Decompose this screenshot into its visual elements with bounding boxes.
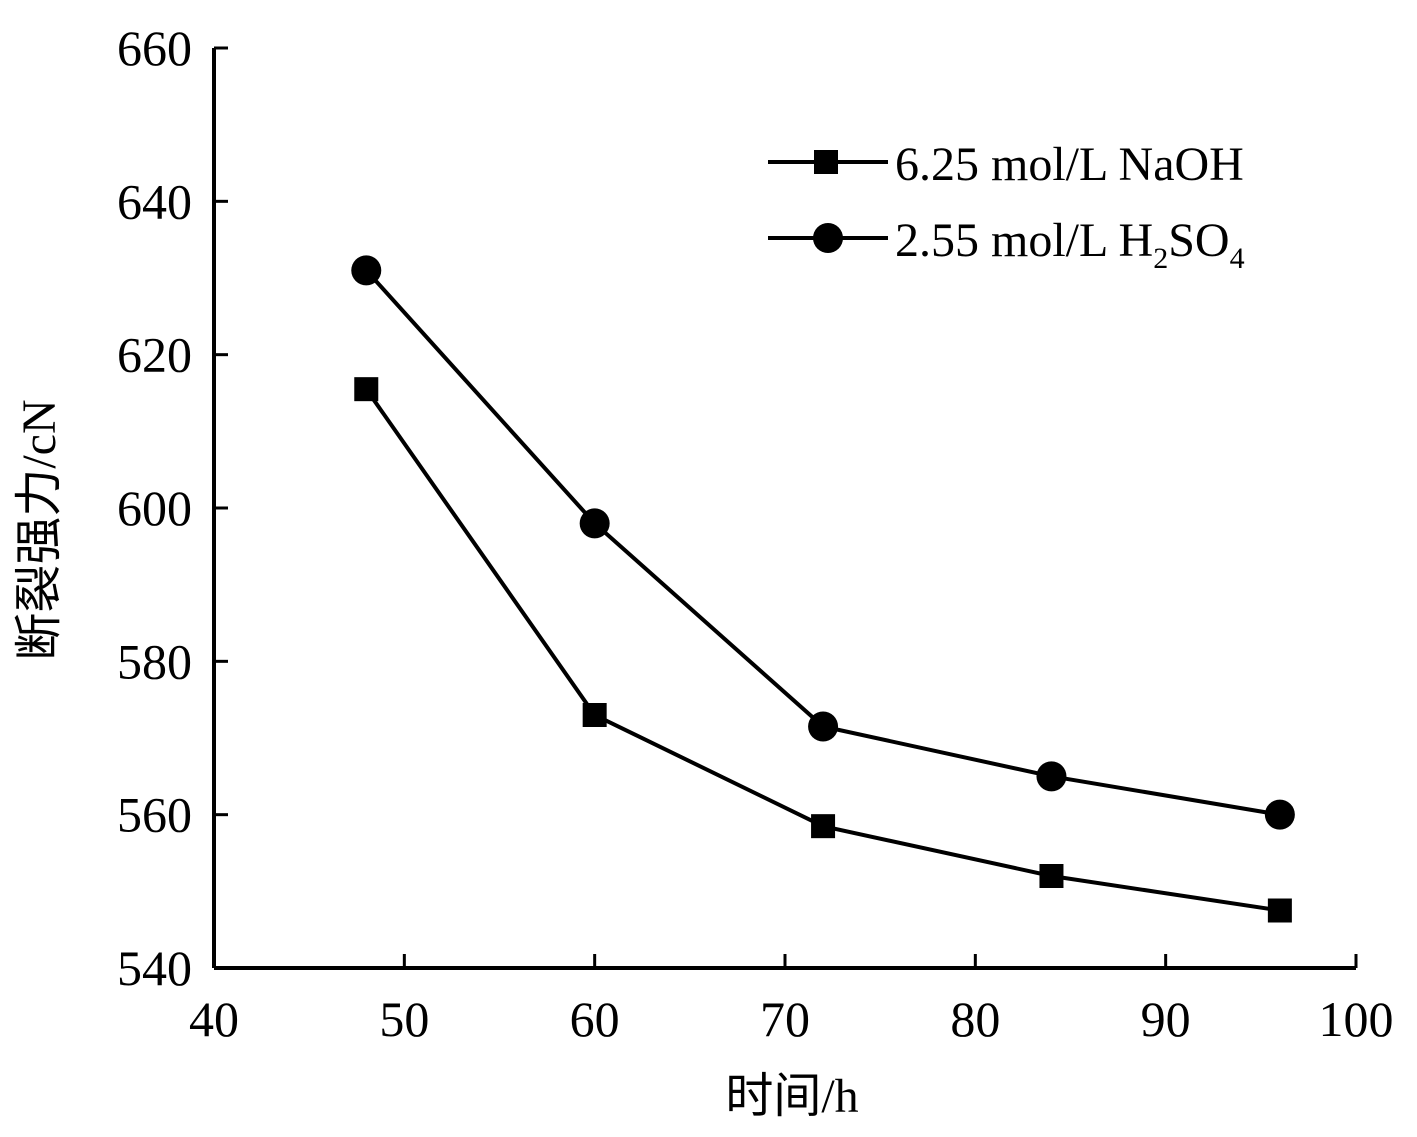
y-tick-label: 560: [117, 787, 192, 843]
data-point-square: [1267, 898, 1292, 923]
data-point-circle: [1264, 799, 1295, 830]
x-tick-label: 70: [760, 991, 810, 1047]
y-tick-label: 540: [117, 940, 192, 996]
y-axis-title: 断裂强力/cN: [13, 399, 66, 660]
data-point-circle: [1036, 761, 1067, 792]
y-tick-label: 620: [117, 327, 192, 383]
y-tick-label: 600: [117, 480, 192, 536]
x-tick-label: 90: [1141, 991, 1191, 1047]
x-tick-label: 60: [570, 991, 620, 1047]
data-point-square: [811, 814, 836, 839]
series-1: [351, 255, 1295, 830]
legend-naoh-label: 6.25 mol/L NaOH: [895, 138, 1244, 191]
series-layer: [351, 255, 1295, 923]
x-tick-label: 80: [950, 991, 1000, 1047]
y-tick-label: 580: [117, 633, 192, 689]
y-tick-label: 660: [117, 20, 192, 76]
data-point-circle: [808, 711, 839, 742]
legend-h2so4-label: 2.55 mol/L H2SO4: [895, 214, 1245, 275]
data-point-circle: [579, 508, 610, 539]
x-tick-label: 50: [379, 991, 429, 1047]
data-point-square: [1039, 864, 1064, 888]
data-point-circle: [351, 255, 382, 286]
legend-naoh-marker: [814, 150, 838, 174]
legend-h2so4-sub1: 2: [1153, 242, 1168, 275]
ticks: 40 50 60 70 80 90 100 540 560 580 600 620 640 660: [117, 20, 1394, 1047]
legend-h2so4-prefix: 2.55 mol/L H: [895, 214, 1153, 267]
legend-h2so4-sub2: 4: [1230, 242, 1245, 275]
data-point-square: [354, 377, 379, 402]
legend-h2so4-mid: SO: [1168, 214, 1229, 267]
x-axis-title: 时间/h: [725, 1070, 858, 1123]
x-tick-label: 100: [1319, 991, 1394, 1047]
series-0: [354, 377, 1292, 923]
legend-h2so4-marker: [813, 223, 843, 253]
data-point-square: [582, 703, 607, 727]
legend: 6.25 mol/L NaOH 2.55 mol/L H2SO4: [768, 138, 1245, 275]
y-tick-label: 640: [117, 173, 192, 229]
x-tick-label: 40: [189, 991, 239, 1047]
